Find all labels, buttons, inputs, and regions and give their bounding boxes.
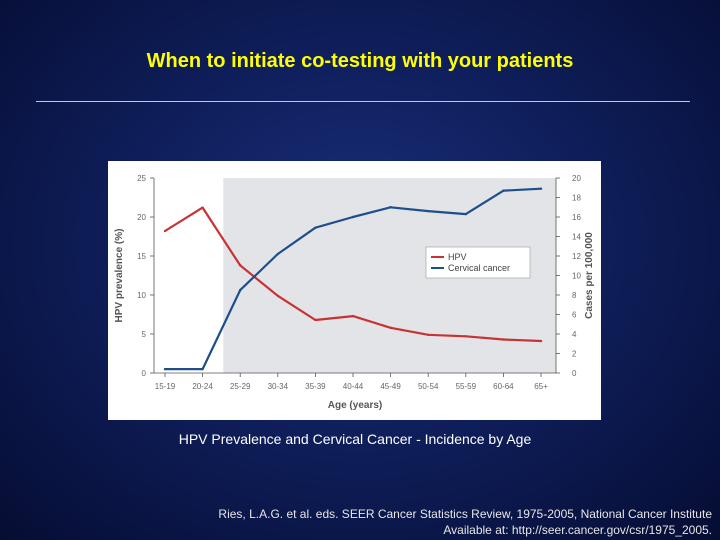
data-point-cervical-cancer xyxy=(201,367,204,371)
x-tick-label: 20-24 xyxy=(192,382,213,391)
x-tick-label: 45-49 xyxy=(380,382,401,391)
citation-line-1: Ries, L.A.G. et al. eds. SEER Cancer Sta… xyxy=(218,507,712,521)
y-tick-label-right: 8 xyxy=(572,291,577,300)
citation-line-2: Available at: http://seer.cancer.gov/csr… xyxy=(443,523,712,537)
x-tick-label: 35-39 xyxy=(305,382,326,391)
data-point-cervical-cancer xyxy=(502,189,505,192)
data-point-hpv xyxy=(201,206,204,209)
data-point-cervical-cancer xyxy=(314,226,317,229)
x-tick-label: 40-44 xyxy=(343,382,364,391)
y-tick-label-left: 5 xyxy=(142,330,147,339)
data-point-hpv xyxy=(276,294,279,297)
x-tick-label: 25-29 xyxy=(230,382,251,391)
y-tick-label-left: 20 xyxy=(137,213,146,222)
data-point-cervical-cancer xyxy=(389,206,392,209)
data-point-hpv xyxy=(502,338,505,341)
data-point-cervical-cancer xyxy=(239,288,242,292)
y-tick-label-right: 20 xyxy=(572,174,581,183)
x-tick-label: 15-19 xyxy=(155,382,176,391)
y-tick-label-right: 2 xyxy=(572,350,577,359)
legend-label-cervical-cancer: Cervical cancer xyxy=(448,263,510,273)
x-tick-label: 50-54 xyxy=(418,382,439,391)
x-tick-label: 60-64 xyxy=(493,382,514,391)
data-point-hpv xyxy=(539,339,543,343)
x-tick-label: 65+ xyxy=(534,382,548,391)
slide-title: When to initiate co-testing with your pa… xyxy=(146,50,574,72)
chart-panel: 0 5 10 15 20 25 0 2 4 6 8 10 12 14 16 18 20 15-19 20-24 25-… xyxy=(108,161,601,420)
y-tick-label-right: 12 xyxy=(572,252,581,261)
y-tick-label-left: 0 xyxy=(142,369,147,378)
legend-label-hpv: HPV xyxy=(448,252,467,262)
y-axis-label-left: HPV prevalence (%) xyxy=(114,229,125,323)
data-point-hpv xyxy=(389,326,392,329)
data-point-cervical-cancer xyxy=(276,252,279,256)
data-point-hpv xyxy=(314,318,317,322)
data-point-hpv xyxy=(163,229,167,233)
legend: HPV Cervical cancer xyxy=(425,246,531,279)
y-tick-label-right: 18 xyxy=(572,194,581,203)
data-point-cervical-cancer xyxy=(539,187,543,190)
citation: Ries, L.A.G. et al. eds. SEER Cancer Sta… xyxy=(218,506,712,538)
hpv-cervical-cancer-chart: 0 5 10 15 20 25 0 2 4 6 8 10 12 14 16 18 20 15-19 20-24 25-… xyxy=(114,174,595,411)
y-tick-label-right: 4 xyxy=(572,330,577,339)
y-tick-label-right: 10 xyxy=(572,272,581,281)
y-axis-label-right: Cases per 100,000 xyxy=(584,232,595,319)
y-tick-label-right: 6 xyxy=(572,311,577,320)
chart-caption: HPV Prevalence and Cervical Cancer - Inc… xyxy=(178,431,532,447)
data-point-cervical-cancer xyxy=(464,212,467,216)
y-tick-label-right: 14 xyxy=(572,233,581,242)
y-tick-label-left: 25 xyxy=(137,174,146,183)
x-tick-label: 55-59 xyxy=(456,382,477,391)
y-tick-label-left: 10 xyxy=(137,291,146,300)
data-point-cervical-cancer xyxy=(427,209,430,213)
data-point-cervical-cancer xyxy=(351,215,355,219)
title-divider xyxy=(36,101,690,102)
legend-box xyxy=(425,246,531,279)
data-point-cervical-cancer xyxy=(163,367,167,371)
y-tick-label-right: 0 xyxy=(572,369,577,378)
data-point-hpv xyxy=(464,335,467,338)
data-point-hpv xyxy=(239,264,242,267)
data-point-hpv xyxy=(427,333,430,336)
y-tick-label-left: 15 xyxy=(137,252,146,261)
x-tick-label: 30-34 xyxy=(268,382,289,391)
data-point-hpv xyxy=(351,314,355,318)
y-tick-label-right: 16 xyxy=(572,213,581,222)
x-axis-label: Age (years) xyxy=(328,400,382,411)
